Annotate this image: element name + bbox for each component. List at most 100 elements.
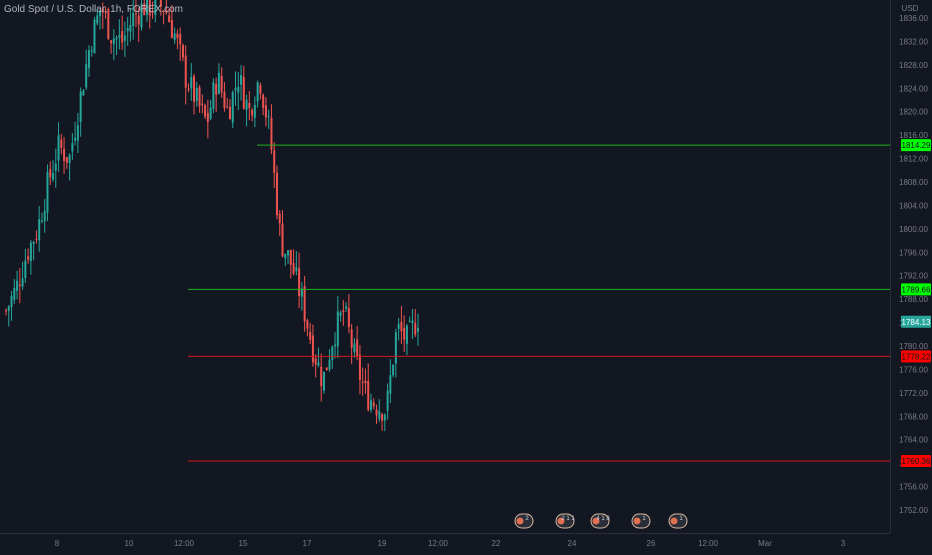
candle-body: [226, 106, 229, 108]
x-tick-label: 10: [125, 539, 134, 548]
candle-body: [345, 306, 348, 309]
candle-body: [278, 213, 281, 224]
candle-body: [220, 75, 223, 93]
candle-body: [295, 267, 298, 272]
x-tick-label: 26: [647, 539, 656, 548]
candle-body: [306, 320, 309, 329]
level-price-label: 1789.66: [902, 285, 931, 294]
y-tick-label: 1792.00: [899, 272, 928, 281]
candle-body: [35, 238, 38, 240]
candle-body: [68, 154, 71, 164]
candle-body: [87, 50, 90, 69]
x-tick-label: 15: [239, 539, 248, 548]
candle-body: [132, 13, 135, 26]
candle-body: [137, 15, 140, 25]
svg-text:2: 2: [525, 516, 529, 522]
candle-body: [168, 15, 171, 23]
candle-body: [317, 362, 320, 366]
currency-label: USD: [902, 4, 919, 13]
candle-body: [331, 346, 334, 361]
economic-event-marker[interactable]: 1: [668, 513, 688, 529]
candle-body: [289, 249, 292, 265]
candle-body: [223, 92, 226, 108]
economic-event-marker[interactable]: 1: [631, 513, 651, 529]
x-tick-label: 19: [378, 539, 387, 548]
candle-body: [303, 286, 306, 322]
level-price-tag: [901, 350, 931, 363]
svg-text:4 1 8: 4 1 8: [596, 516, 610, 522]
candle-body: [179, 34, 182, 45]
candle-body: [215, 83, 218, 95]
candle-body: [195, 87, 198, 101]
candle-body: [322, 371, 325, 391]
candle-body: [275, 172, 278, 216]
candle-body: [104, 11, 107, 13]
candle-body: [381, 414, 384, 421]
candle-body: [267, 115, 270, 117]
level-price-label: 1760.36: [902, 457, 931, 466]
y-tick-label: 1780.00: [899, 342, 928, 351]
candle-body: [187, 88, 190, 90]
candle-body: [140, 3, 143, 28]
candle-body: [143, 3, 146, 16]
candle-body: [273, 150, 276, 173]
candle-body: [353, 343, 356, 353]
y-tick-label: 1788.00: [899, 295, 928, 304]
candle-body: [7, 306, 10, 312]
candle-body: [32, 242, 35, 244]
y-tick-label: 1772.00: [899, 389, 928, 398]
candle-body: [372, 402, 375, 407]
x-tick-label: 12:00: [698, 539, 719, 548]
candle-body: [259, 85, 262, 94]
x-tick-label: 24: [568, 539, 577, 548]
candle-body: [63, 148, 66, 162]
candle-body: [79, 91, 82, 123]
candle-body: [27, 256, 30, 260]
candle-body: [328, 359, 331, 370]
candle-body: [400, 321, 403, 332]
candle-body: [234, 88, 237, 91]
candle-body: [193, 76, 196, 102]
x-tick-label: 12:00: [174, 539, 195, 548]
candle-body: [403, 327, 406, 340]
candle-body: [392, 364, 395, 376]
candle-body: [118, 35, 121, 38]
candle-body: [253, 105, 256, 118]
economic-event-marker[interactable]: 2 1 1: [555, 513, 575, 529]
candle-body: [123, 35, 126, 41]
candle-body: [110, 40, 113, 44]
candle-body: [54, 163, 57, 171]
economic-event-marker[interactable]: 4 1 8: [590, 513, 610, 529]
candle-body: [85, 64, 88, 88]
candle-body: [165, 10, 168, 13]
candle-body: [49, 169, 52, 178]
candle-body: [16, 280, 19, 291]
candle-body: [176, 33, 179, 39]
x-tick-label: Mar: [758, 539, 772, 548]
candle-body: [292, 262, 295, 274]
y-tick-label: 1768.00: [899, 412, 928, 421]
y-tick-label: 1812.00: [899, 155, 928, 164]
economic-event-marker[interactable]: 2: [514, 513, 534, 529]
candle-body: [378, 411, 381, 419]
candle-body: [397, 324, 400, 329]
x-tick-label: 12:00: [428, 539, 449, 548]
candle-body: [146, 0, 149, 15]
candle-body: [18, 284, 21, 287]
candle-body: [93, 19, 96, 54]
candle-body: [414, 323, 417, 335]
candle-body: [231, 91, 234, 123]
candle-body: [52, 173, 55, 180]
svg-text:1: 1: [679, 516, 683, 522]
level-price-label: 1814.29: [902, 141, 931, 150]
symbol-title: Gold Spot / U.S. Dollar, 1h, FOREX.com: [4, 4, 183, 15]
candle-body: [411, 320, 414, 324]
candle-body: [262, 95, 265, 108]
candle-body: [57, 135, 60, 161]
candle-body: [38, 219, 41, 241]
candle-body: [76, 125, 79, 141]
candle-body: [5, 310, 7, 312]
candle-body: [356, 339, 359, 357]
